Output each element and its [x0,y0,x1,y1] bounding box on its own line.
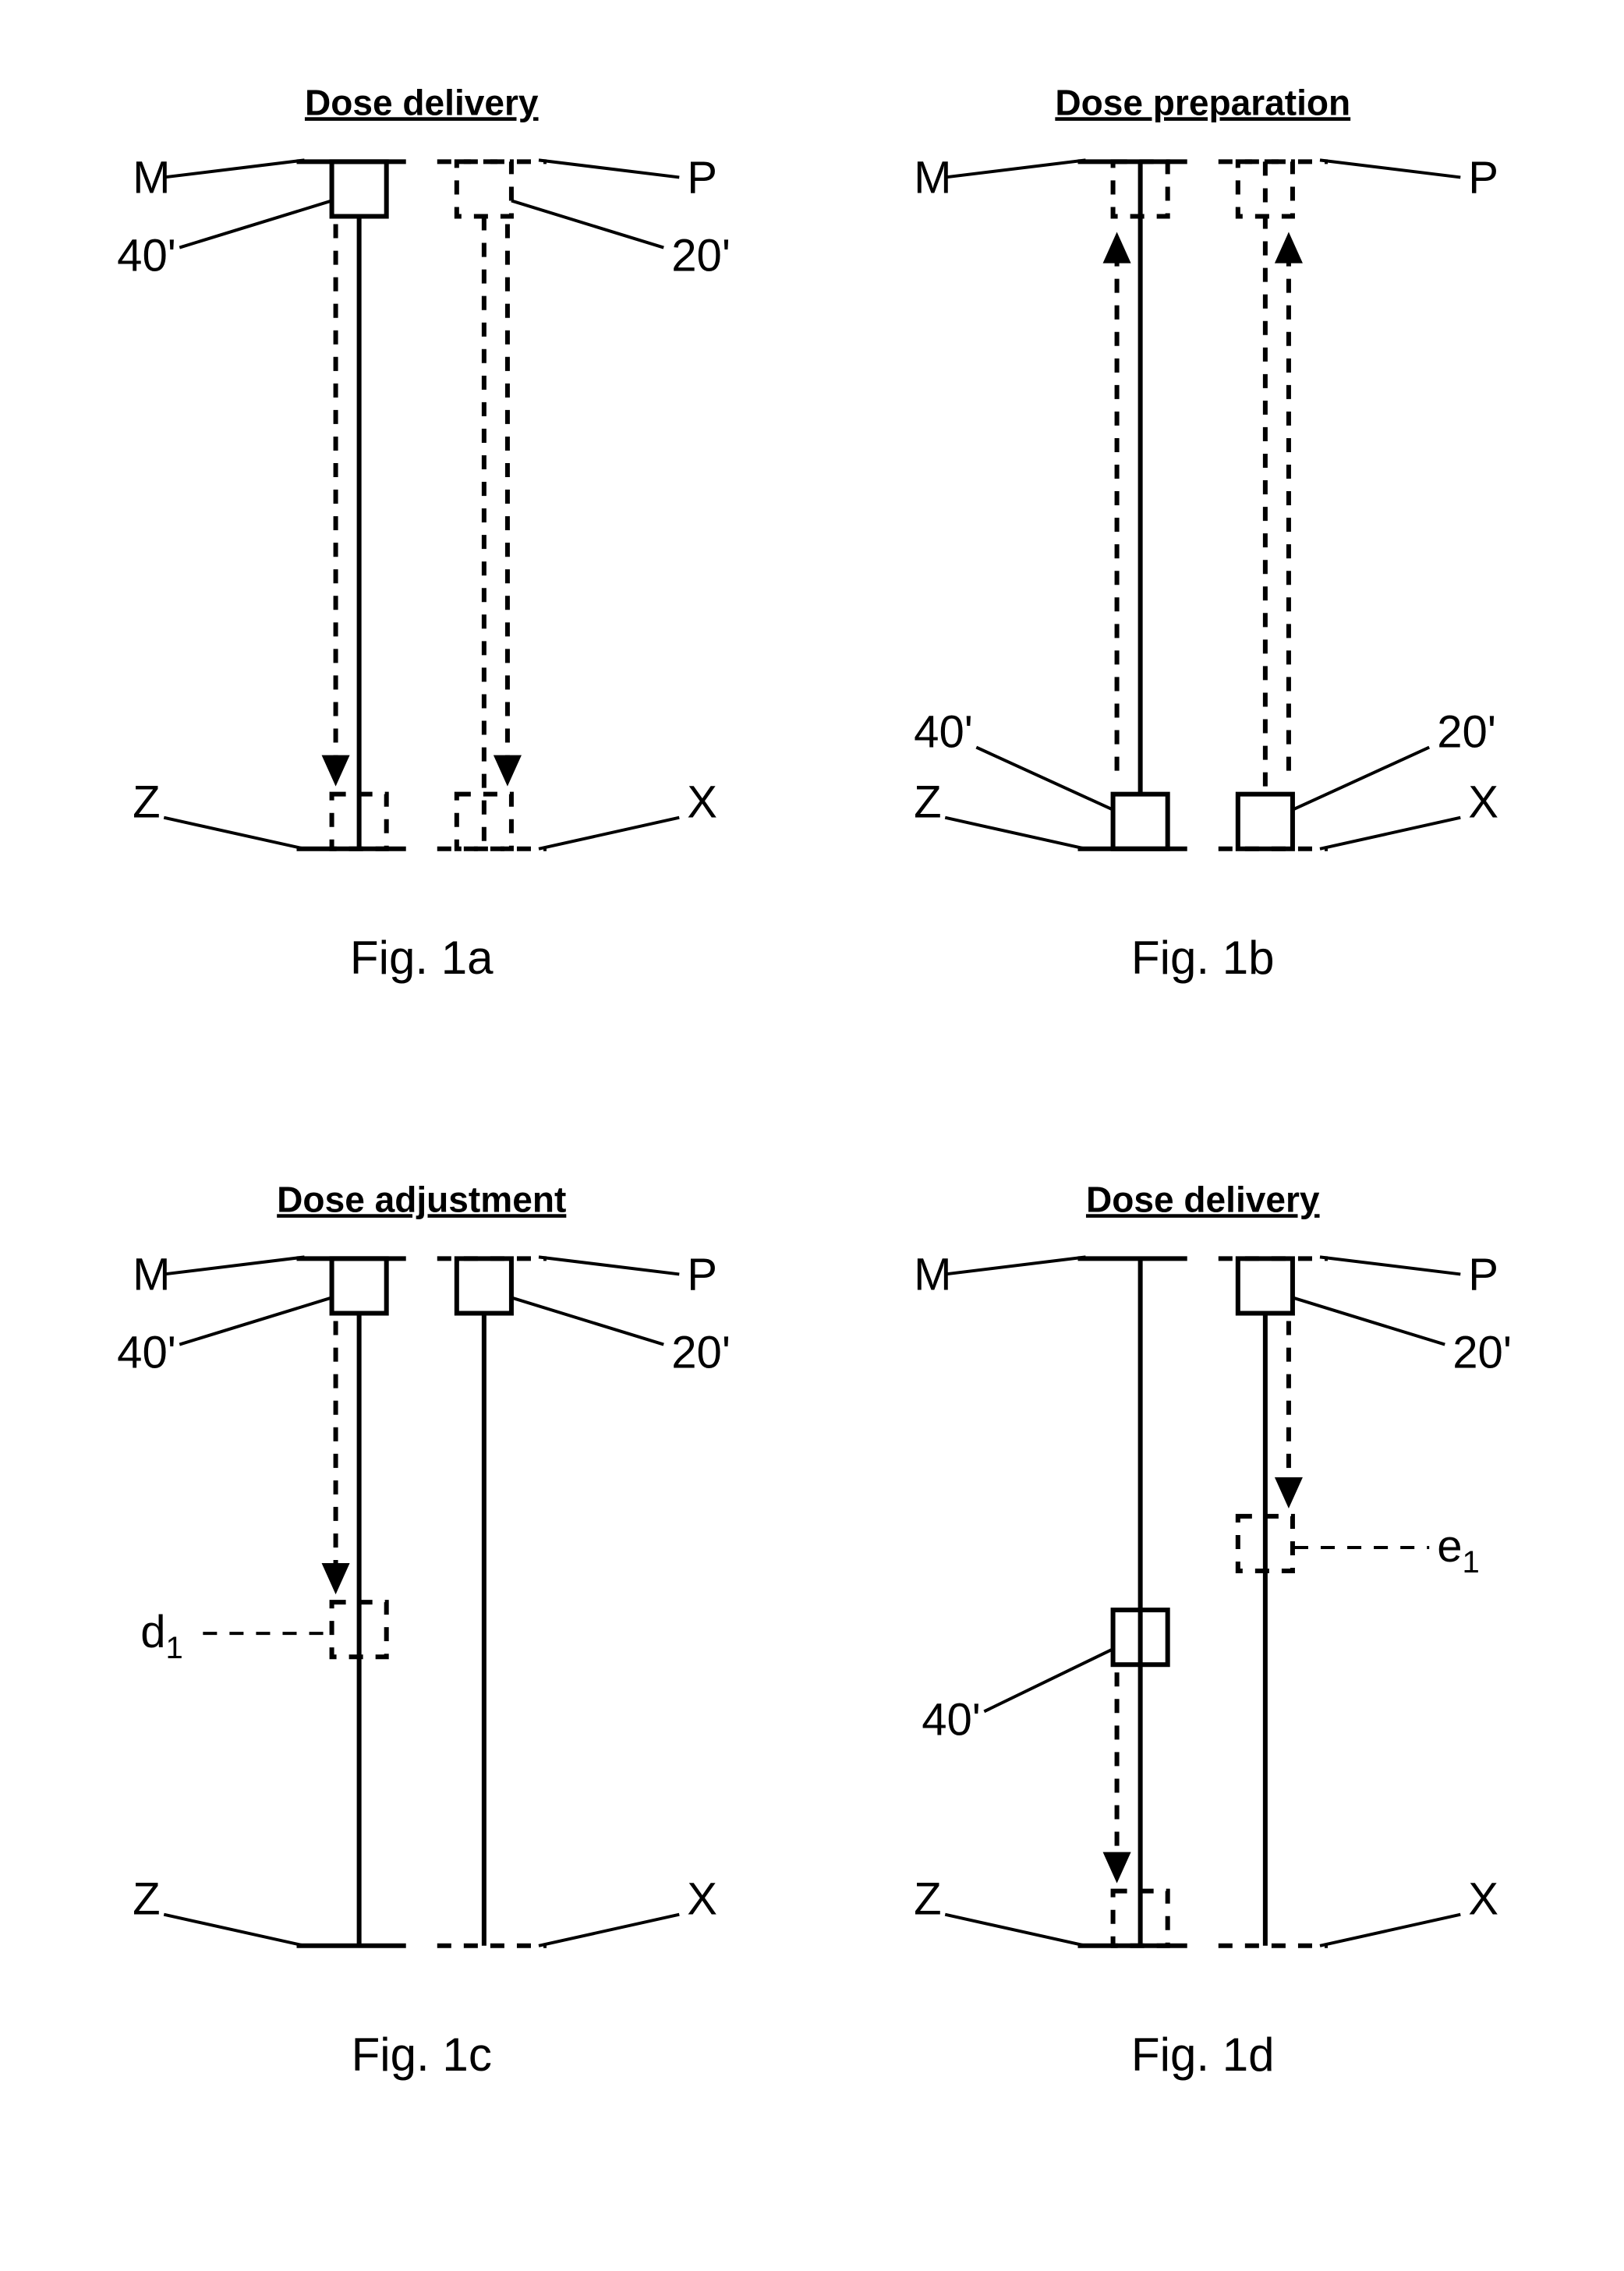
label-40: 40' [922,1694,981,1745]
leader-X [1319,818,1459,849]
label-M: M [914,1249,951,1300]
label-40: 40' [117,231,176,281]
leader-X [539,818,679,849]
panel-title: Dose delivery [305,82,539,122]
label-X: X [687,1873,717,1924]
label-20: 20' [671,1327,731,1378]
leader-P [539,1257,679,1274]
panel-title: Dose delivery [1085,1179,1319,1219]
label-M: M [133,1249,170,1300]
diagram-fig-1a: Dose delivery [47,62,797,1113]
label-Z: Z [133,1873,160,1924]
label-40: 40' [914,707,973,758]
panel-fig-1a: Dose delivery [47,62,797,1113]
panel-caption: Fig. 1c [352,2029,492,2081]
label-e1: e1 [1437,1521,1480,1579]
leader-M [945,160,1085,177]
leader-40 [976,748,1113,810]
label-20: 20' [1437,707,1496,758]
leader-X [1319,1914,1459,1945]
label-M: M [133,152,170,203]
right-arrowhead [1274,1477,1302,1508]
left-arrowhead [322,755,350,787]
leader-40 [179,1297,331,1344]
leader-P [1319,1257,1459,1274]
box-40 [332,1258,387,1313]
panel-caption: Fig. 1a [350,932,494,984]
label-M: M [914,152,951,203]
leader-P [1319,160,1459,177]
label-20: 20' [1452,1327,1512,1378]
box-20 [1237,1258,1292,1313]
label-P: P [687,1249,717,1300]
left-arrowhead [1102,1852,1130,1883]
leader-P [539,160,679,177]
panel-fig-1b: Dose preparation M [828,62,1578,1113]
diagram-fig-1b: Dose preparation M [828,62,1578,1113]
leader-Z [945,1914,1085,1945]
leader-M [945,1257,1085,1274]
panel-fig-1c: Dose adjustment M 40' [47,1159,797,2209]
panel-title: Dose adjustment [277,1179,566,1219]
panel-caption: Fig. 1d [1130,2029,1274,2081]
leader-X [539,1914,679,1945]
label-X: X [1468,1873,1498,1924]
label-20: 20' [671,231,731,281]
diagram-fig-1d: Dose delivery M [828,1159,1578,2209]
leader-40 [179,200,331,247]
label-d1: d1 [140,1607,183,1665]
page: Dose delivery [0,0,1624,2271]
leader-20 [511,200,663,247]
label-P: P [1468,152,1498,203]
leader-Z [945,818,1085,849]
panel-caption: Fig. 1b [1130,932,1274,984]
leader-M [164,1257,304,1274]
label-X: X [687,777,717,828]
leader-20 [511,1297,663,1344]
label-Z: Z [914,777,941,828]
label-Z: Z [133,777,160,828]
figure-grid: Dose delivery [0,0,1624,2271]
leader-20 [1292,1297,1444,1344]
leader-Z [164,1914,304,1945]
box-20 [457,1258,511,1313]
leader-M [164,160,304,177]
box-20 [1237,794,1292,849]
left-arrowhead-up [1102,232,1130,264]
panel-fig-1d: Dose delivery M [828,1159,1578,2209]
diagram-fig-1c: Dose adjustment M 40' [47,1159,797,2209]
leader-Z [164,818,304,849]
label-X: X [1468,777,1498,828]
label-P: P [687,152,717,203]
panel-title: Dose preparation [1055,82,1350,122]
label-P: P [1468,1249,1498,1300]
label-Z: Z [914,1873,941,1924]
box-40 [332,161,387,216]
box-20 [457,161,511,216]
right-arrowhead-up [1274,232,1302,264]
box-40 [1113,794,1167,849]
label-40: 40' [117,1327,176,1378]
right-arrowhead [494,755,522,787]
left-arrowhead [322,1563,350,1594]
leader-20 [1292,748,1428,810]
leader-40 [984,1649,1113,1711]
